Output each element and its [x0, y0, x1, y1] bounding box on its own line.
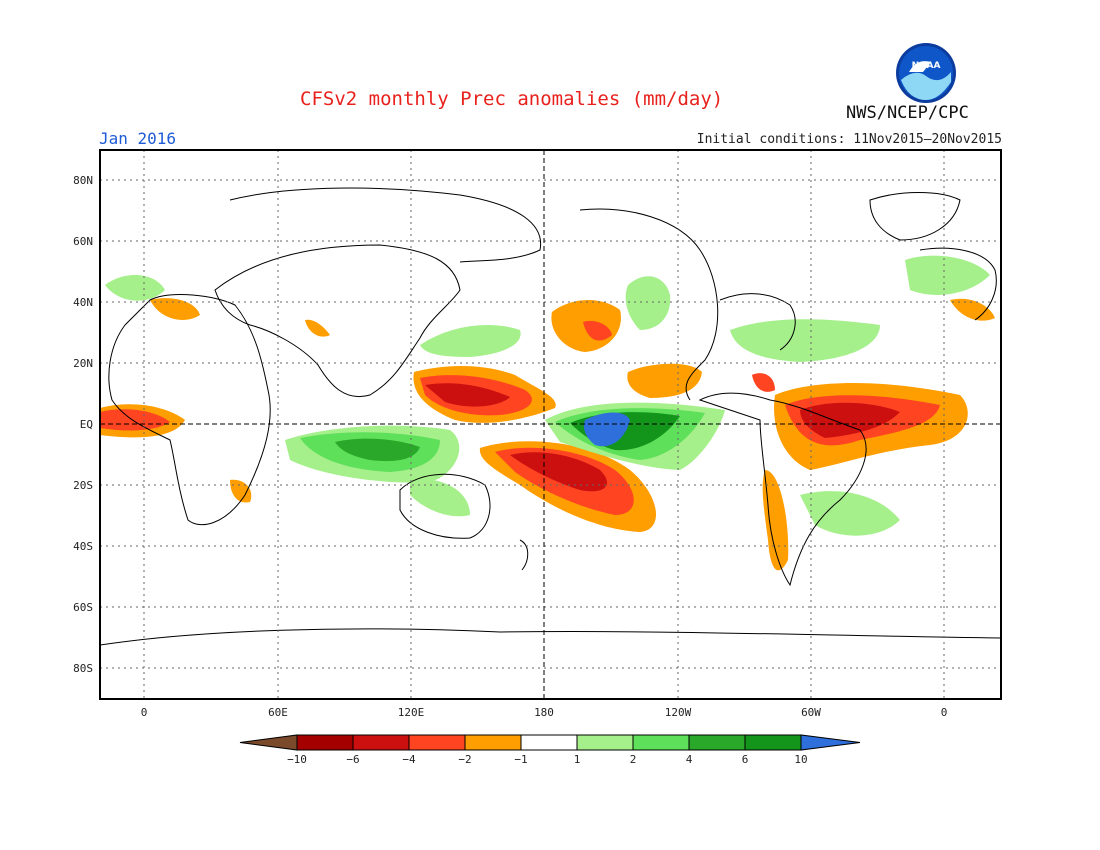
anomaly-region	[150, 298, 200, 320]
lon-label: 120W	[665, 706, 692, 719]
lon-label: 180	[534, 706, 554, 719]
legend-swatch	[744, 734, 802, 751]
legend-swatch	[296, 734, 354, 751]
legend-label: 10	[794, 753, 807, 766]
anomaly-region	[625, 276, 671, 330]
anomaly-region	[730, 319, 880, 362]
legend-swatch	[520, 734, 578, 751]
lat-label: 60N	[73, 235, 93, 248]
anomaly-region	[305, 319, 330, 337]
legend-label: −2	[458, 753, 471, 766]
lon-label: 0	[941, 706, 948, 719]
legend-swatch	[464, 734, 522, 751]
reference-lines	[100, 150, 1001, 699]
legend-label: −1	[514, 753, 527, 766]
lat-label: 60S	[73, 601, 93, 614]
legend-swatch	[632, 734, 690, 751]
lat-label: 80S	[73, 662, 93, 675]
legend-swatch	[408, 734, 466, 751]
legend-label: 2	[630, 753, 637, 766]
legend-swatch	[352, 734, 410, 751]
lon-label: 60E	[268, 706, 288, 719]
latitude-labels: 80N 60N 40N 20N EQ 20S 40S 60S 80S	[73, 174, 93, 675]
anomaly-region	[627, 363, 702, 398]
map-border	[99, 149, 1002, 700]
anomaly-region	[950, 298, 995, 321]
lat-label: 20S	[73, 479, 93, 492]
map-title: CFSv2 monthly Prec anomalies (mm/day)	[300, 88, 724, 110]
anomaly-region	[583, 320, 612, 341]
lon-label: 0	[141, 706, 148, 719]
logo-text: NOAA	[912, 61, 941, 71]
legend-swatch	[576, 734, 634, 751]
legend-label: −4	[402, 753, 416, 766]
anomaly-region	[410, 479, 470, 517]
forecast-period: Jan 2016	[99, 129, 177, 148]
lon-label: 120E	[398, 706, 425, 719]
agency-label: NWS/NCEP/CPC	[846, 103, 969, 123]
graticule	[100, 150, 1001, 699]
legend-arrow-high	[800, 734, 861, 751]
anomaly-region	[752, 373, 775, 392]
lon-label: 60W	[801, 706, 821, 719]
coastlines	[100, 187, 1001, 646]
anomaly-region	[335, 438, 420, 462]
anomaly-region	[762, 470, 789, 571]
anomaly-fields	[100, 255, 995, 571]
anomaly-region	[425, 383, 510, 407]
anomaly-region	[420, 325, 521, 357]
anomaly-region	[510, 452, 608, 492]
lat-label: 80N	[73, 174, 93, 187]
legend-label: 1	[574, 753, 581, 766]
anomaly-region	[583, 412, 630, 447]
lat-label: EQ	[80, 418, 93, 431]
legend-swatch	[688, 734, 746, 751]
anomaly-region	[800, 402, 900, 438]
initial-conditions: Initial conditions: 11Nov2015–20Nov2015	[696, 132, 1002, 147]
noaa-logo-icon: NOAA	[896, 43, 956, 103]
legend-label: 4	[686, 753, 693, 766]
legend-label: −6	[346, 753, 359, 766]
legend-label: 6	[742, 753, 749, 766]
lat-label: 40N	[73, 296, 93, 309]
longitude-labels: 0 60E 120E 180 120W 60W 0	[141, 706, 948, 719]
anomaly-region	[105, 274, 165, 301]
anomaly-region	[800, 491, 900, 536]
color-legend: −10 −6 −4 −2 −1 1 2 4 6 10	[239, 734, 861, 766]
legend-label: −10	[287, 753, 307, 766]
lat-label: 40S	[73, 540, 93, 553]
anomaly-region	[905, 255, 990, 295]
lat-label: 20N	[73, 357, 93, 370]
anomaly-region	[100, 409, 170, 431]
legend-arrow-low	[239, 734, 298, 751]
